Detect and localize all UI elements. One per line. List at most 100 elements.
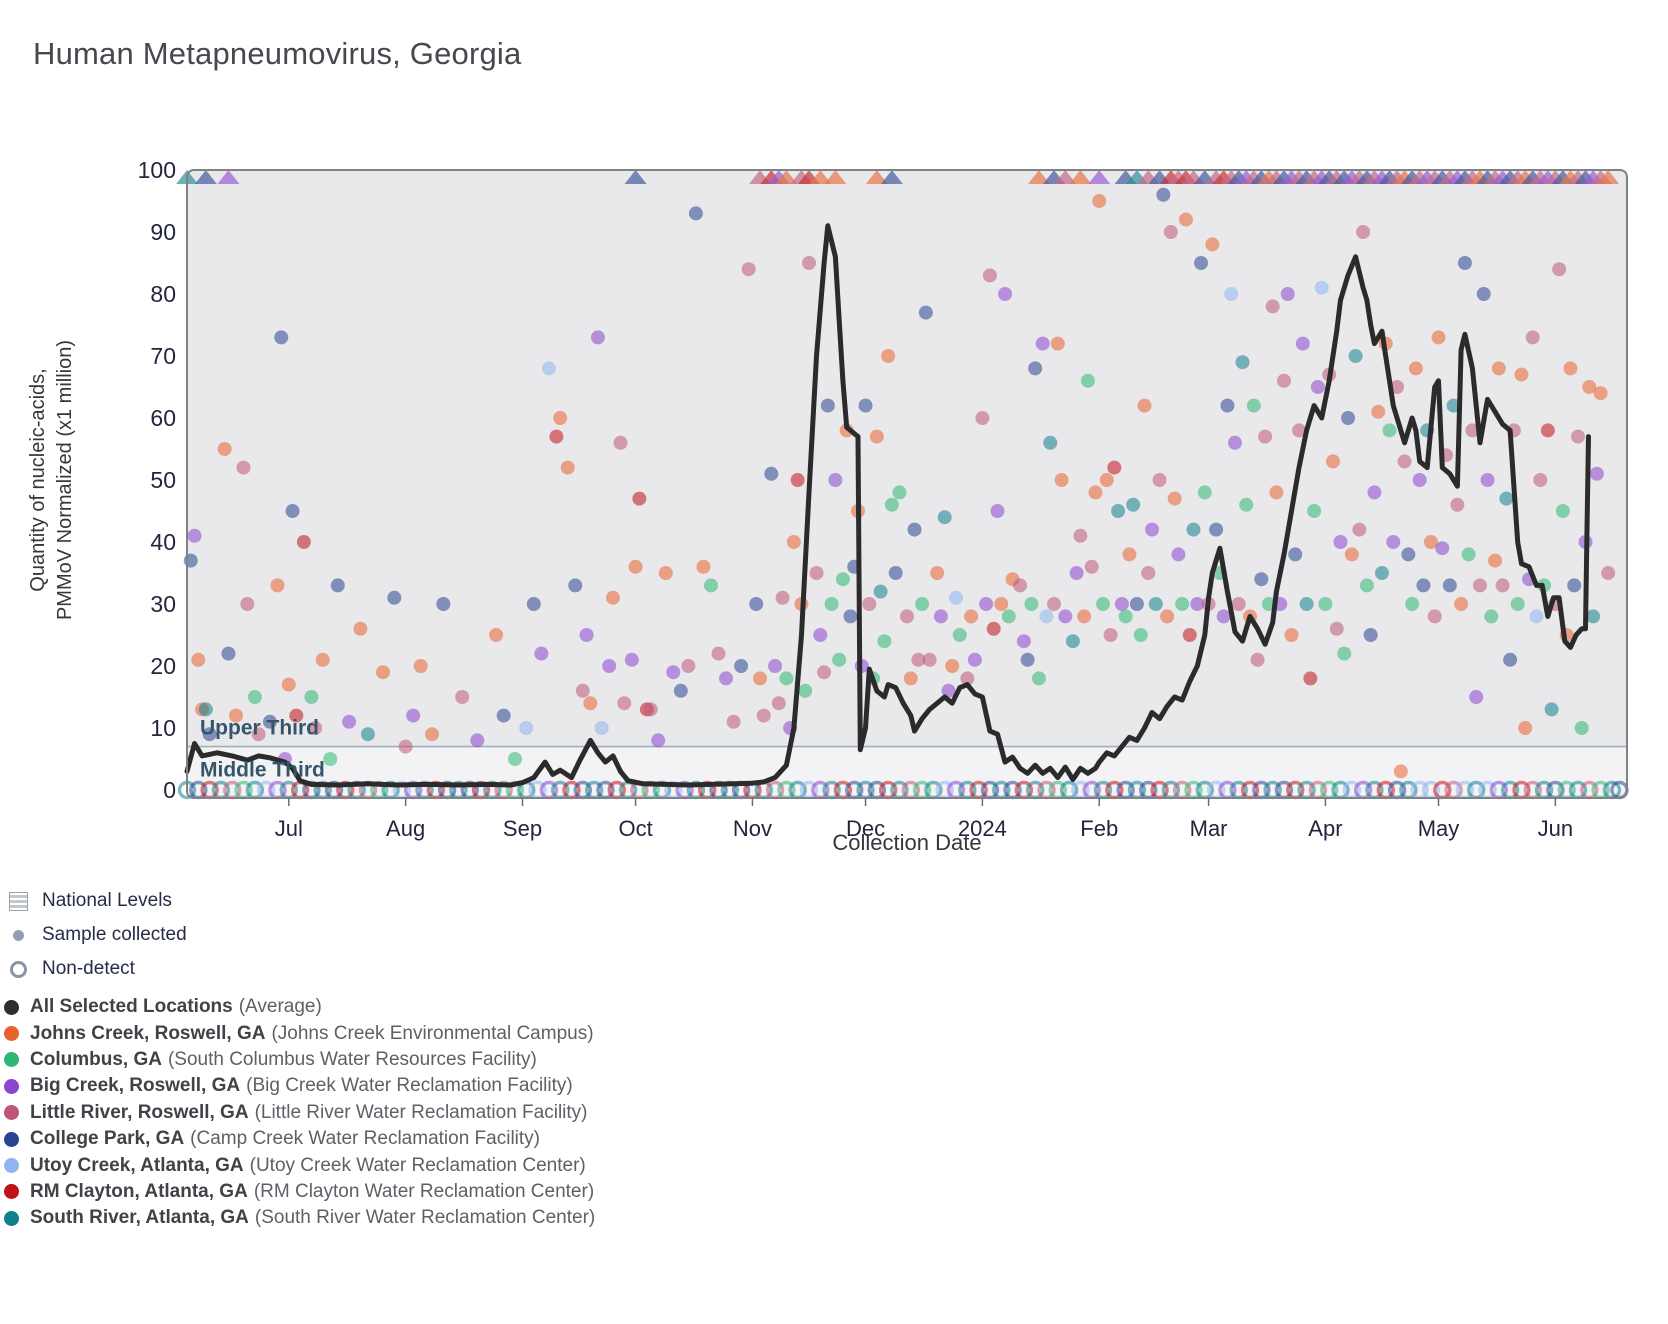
location-name: College Park, GA — [30, 1128, 185, 1150]
clipped-triangle-marker — [624, 170, 647, 184]
sample-dot — [967, 652, 982, 667]
sample-dot — [1031, 671, 1046, 686]
sample-dot — [1118, 609, 1133, 624]
sample-dot — [1295, 336, 1310, 351]
legend-location-row[interactable]: South River, Atlanta, GA (South River Wat… — [4, 1205, 595, 1231]
sample-dot — [843, 609, 858, 624]
sample-dot — [1047, 597, 1062, 611]
sample-dot — [1544, 702, 1559, 717]
clipped-triangle-marker — [1069, 170, 1092, 184]
sample-dot — [1156, 187, 1171, 202]
sample-dot — [881, 349, 896, 363]
sample-dot — [308, 721, 323, 735]
sample-dot — [183, 553, 198, 568]
clipped-triangle-marker — [1597, 170, 1620, 184]
location-name: Big Creek, Roswell, GA — [30, 1075, 241, 1097]
legend-location-row[interactable]: RM Clayton, Atlanta, GA (RM Clayton Water… — [4, 1179, 595, 1205]
legend-location-row[interactable]: Columbus, GA (South Columbus Water Resour… — [4, 1047, 595, 1073]
sample-dot — [1099, 473, 1114, 487]
sample-dot — [903, 671, 918, 686]
legend-location-row[interactable]: All Selected Locations (Average) — [4, 994, 595, 1020]
location-name: Utoy Creek, Atlanta, GA — [30, 1154, 244, 1176]
sample-dot — [1390, 380, 1405, 394]
sample-dot — [1401, 547, 1416, 562]
legend-location-row[interactable]: Little River, Roswell, GA (Little River W… — [4, 1100, 595, 1126]
sample-dot — [918, 305, 933, 320]
clipped-triangle-marker — [194, 170, 217, 184]
sample-dot — [1073, 528, 1088, 543]
sample-dot — [1333, 535, 1348, 549]
sample-dot — [605, 590, 620, 605]
sample-dot — [775, 590, 790, 605]
location-detail: (South River Water Reclamation Center) — [254, 1207, 596, 1229]
location-detail: (South Columbus Water Resources Facility… — [167, 1048, 537, 1070]
sample-dot — [1525, 330, 1540, 345]
sample-dot — [888, 566, 903, 580]
sample-dot — [1175, 597, 1190, 611]
sample-dot — [1114, 597, 1129, 611]
sample-dot — [413, 659, 428, 673]
sample-dot — [1197, 485, 1212, 500]
clipped-triangle-marker — [880, 170, 903, 184]
legend-location-row[interactable]: Big Creek, Roswell, GA (Big Creek Water R… — [4, 1073, 595, 1099]
sample-dot — [1231, 597, 1246, 611]
legend-location-row[interactable]: Utoy Creek, Atlanta, GA (Utoy Creek Water… — [4, 1152, 595, 1178]
sample-dot — [820, 398, 835, 413]
legend-location-row[interactable]: Johns Creek, Roswell, GA (Johns Creek Env… — [4, 1020, 595, 1046]
sample-dot — [1227, 435, 1242, 450]
sample-dot — [191, 652, 206, 667]
sample-dot — [798, 683, 813, 698]
location-color-dot — [4, 1131, 19, 1147]
sample-dot — [1397, 454, 1412, 469]
location-color-dot — [4, 1184, 19, 1200]
sample-dot — [613, 435, 628, 450]
sample-dot — [813, 628, 828, 642]
sample-dot — [858, 398, 873, 413]
sample-dot — [1235, 355, 1250, 370]
sample-dot — [1258, 429, 1273, 444]
upper-third-band — [187, 170, 1627, 747]
sample-dot — [1050, 336, 1065, 351]
sample-dot — [768, 659, 783, 673]
sample-dot — [1450, 497, 1465, 512]
x-tick-label: Nov — [733, 816, 772, 841]
sample-dot — [1111, 504, 1126, 518]
sample-dot — [1574, 721, 1589, 735]
sample-dot — [549, 429, 564, 444]
location-detail: (Average) — [238, 996, 322, 1018]
sample-dot — [1442, 578, 1457, 593]
x-tick-label: Jul — [275, 816, 303, 841]
sample-dot — [436, 597, 451, 611]
sample-dot — [1141, 566, 1156, 580]
sample-dot — [1265, 299, 1280, 314]
sample-dot — [496, 708, 511, 723]
sample-dot — [749, 597, 764, 611]
sample-dot — [1148, 597, 1163, 611]
sample-dot — [1476, 287, 1491, 301]
sample-dot — [1028, 361, 1043, 376]
sample-dot — [786, 535, 801, 549]
sample-dot — [1129, 597, 1144, 611]
sample-dot — [387, 590, 402, 605]
sample-dot — [1386, 535, 1401, 549]
sample-dot — [296, 535, 311, 549]
sample-dot — [986, 621, 1001, 636]
legend-location-row[interactable]: College Park, GA (Camp Creek Water Reclam… — [4, 1126, 595, 1152]
sample-dot — [1024, 597, 1039, 611]
y-tick-label: 100 — [138, 157, 176, 183]
sample-dot — [835, 572, 850, 587]
sample-dot — [323, 752, 338, 766]
legend-sample-collected: Sample collected — [8, 918, 187, 952]
sample-dot — [975, 411, 990, 425]
sample-dot — [489, 628, 504, 642]
sample-dot — [1152, 473, 1167, 487]
chart-plot[interactable]: Upper Third Middle Third 0 10 20 30 40 50 60 70 80… — [0, 140, 1668, 860]
upper-third-label: Upper Third — [200, 717, 319, 740]
sample-dot — [907, 522, 922, 537]
clipped-triangle-marker — [775, 170, 798, 184]
sample-dot — [1488, 553, 1503, 568]
sample-dot — [1239, 497, 1254, 512]
sample-dot — [752, 671, 767, 686]
sample-dot — [990, 504, 1005, 518]
